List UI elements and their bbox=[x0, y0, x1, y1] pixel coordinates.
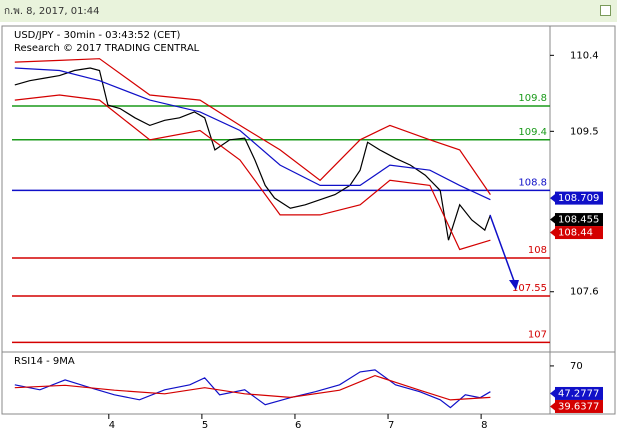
price-tag bbox=[555, 386, 603, 400]
header-bar: ก.พ. 8, 2017, 01:44 bbox=[0, 0, 617, 23]
series-line bbox=[14, 94, 491, 251]
price-tag bbox=[555, 213, 603, 227]
price-tag bbox=[555, 399, 603, 413]
y-tick-label: 110.4 bbox=[570, 50, 599, 61]
timestamp: ก.พ. 8, 2017, 01:44 bbox=[4, 6, 100, 17]
arrow-head bbox=[509, 280, 519, 290]
series-line bbox=[14, 58, 491, 195]
panel-frame bbox=[1, 351, 616, 415]
window-icon[interactable] bbox=[600, 5, 611, 16]
x-tick-label: 7 bbox=[388, 420, 394, 431]
series-line bbox=[14, 369, 491, 409]
y-tick-label: 109.5 bbox=[570, 126, 599, 137]
price-tag-label: 108.709 bbox=[558, 193, 599, 204]
price-tag-pointer bbox=[550, 402, 555, 411]
price-tag-pointer bbox=[550, 389, 555, 398]
x-tick-label: 6 bbox=[295, 420, 301, 431]
y-tick-label: 70 bbox=[570, 361, 583, 372]
series-line bbox=[14, 67, 491, 241]
price-tag bbox=[555, 226, 603, 240]
chart: USD/JPY - 30min - 03:43:52 (CET) Research… bbox=[0, 22, 617, 440]
x-tick-label: 8 bbox=[481, 420, 487, 431]
level-label: 109.4 bbox=[518, 127, 547, 138]
x-tick-label: 5 bbox=[202, 420, 208, 431]
forecast-arrow bbox=[489, 214, 515, 282]
series-line bbox=[14, 374, 491, 401]
price-tag-label: 108.44 bbox=[558, 228, 593, 239]
series-line bbox=[14, 67, 491, 201]
y-tick-label: 107.6 bbox=[570, 287, 599, 298]
level-label: 107.55 bbox=[512, 283, 547, 294]
price-tag bbox=[555, 191, 603, 205]
price-tag-pointer bbox=[550, 215, 555, 224]
level-label: 109.8 bbox=[518, 93, 547, 104]
panel-title: USD/JPY - 30min - 03:43:52 (CET) bbox=[14, 30, 181, 41]
panel-subtitle: Research © 2017 TRADING CENTRAL bbox=[14, 43, 200, 54]
price-tag-label: 39.6377 bbox=[558, 401, 599, 412]
panel-title: RSI14 - 9MA bbox=[14, 356, 75, 367]
background bbox=[0, 22, 617, 440]
price-tag-label: 47.2777 bbox=[558, 388, 599, 399]
level-label: 108.8 bbox=[518, 177, 547, 188]
level-label: 108 bbox=[528, 245, 547, 256]
price-tag-pointer bbox=[550, 194, 555, 203]
price-tag-label: 108.455 bbox=[558, 215, 599, 226]
x-tick-label: 4 bbox=[109, 420, 115, 431]
level-label: 107 bbox=[528, 329, 547, 340]
price-tag-pointer bbox=[550, 228, 555, 237]
